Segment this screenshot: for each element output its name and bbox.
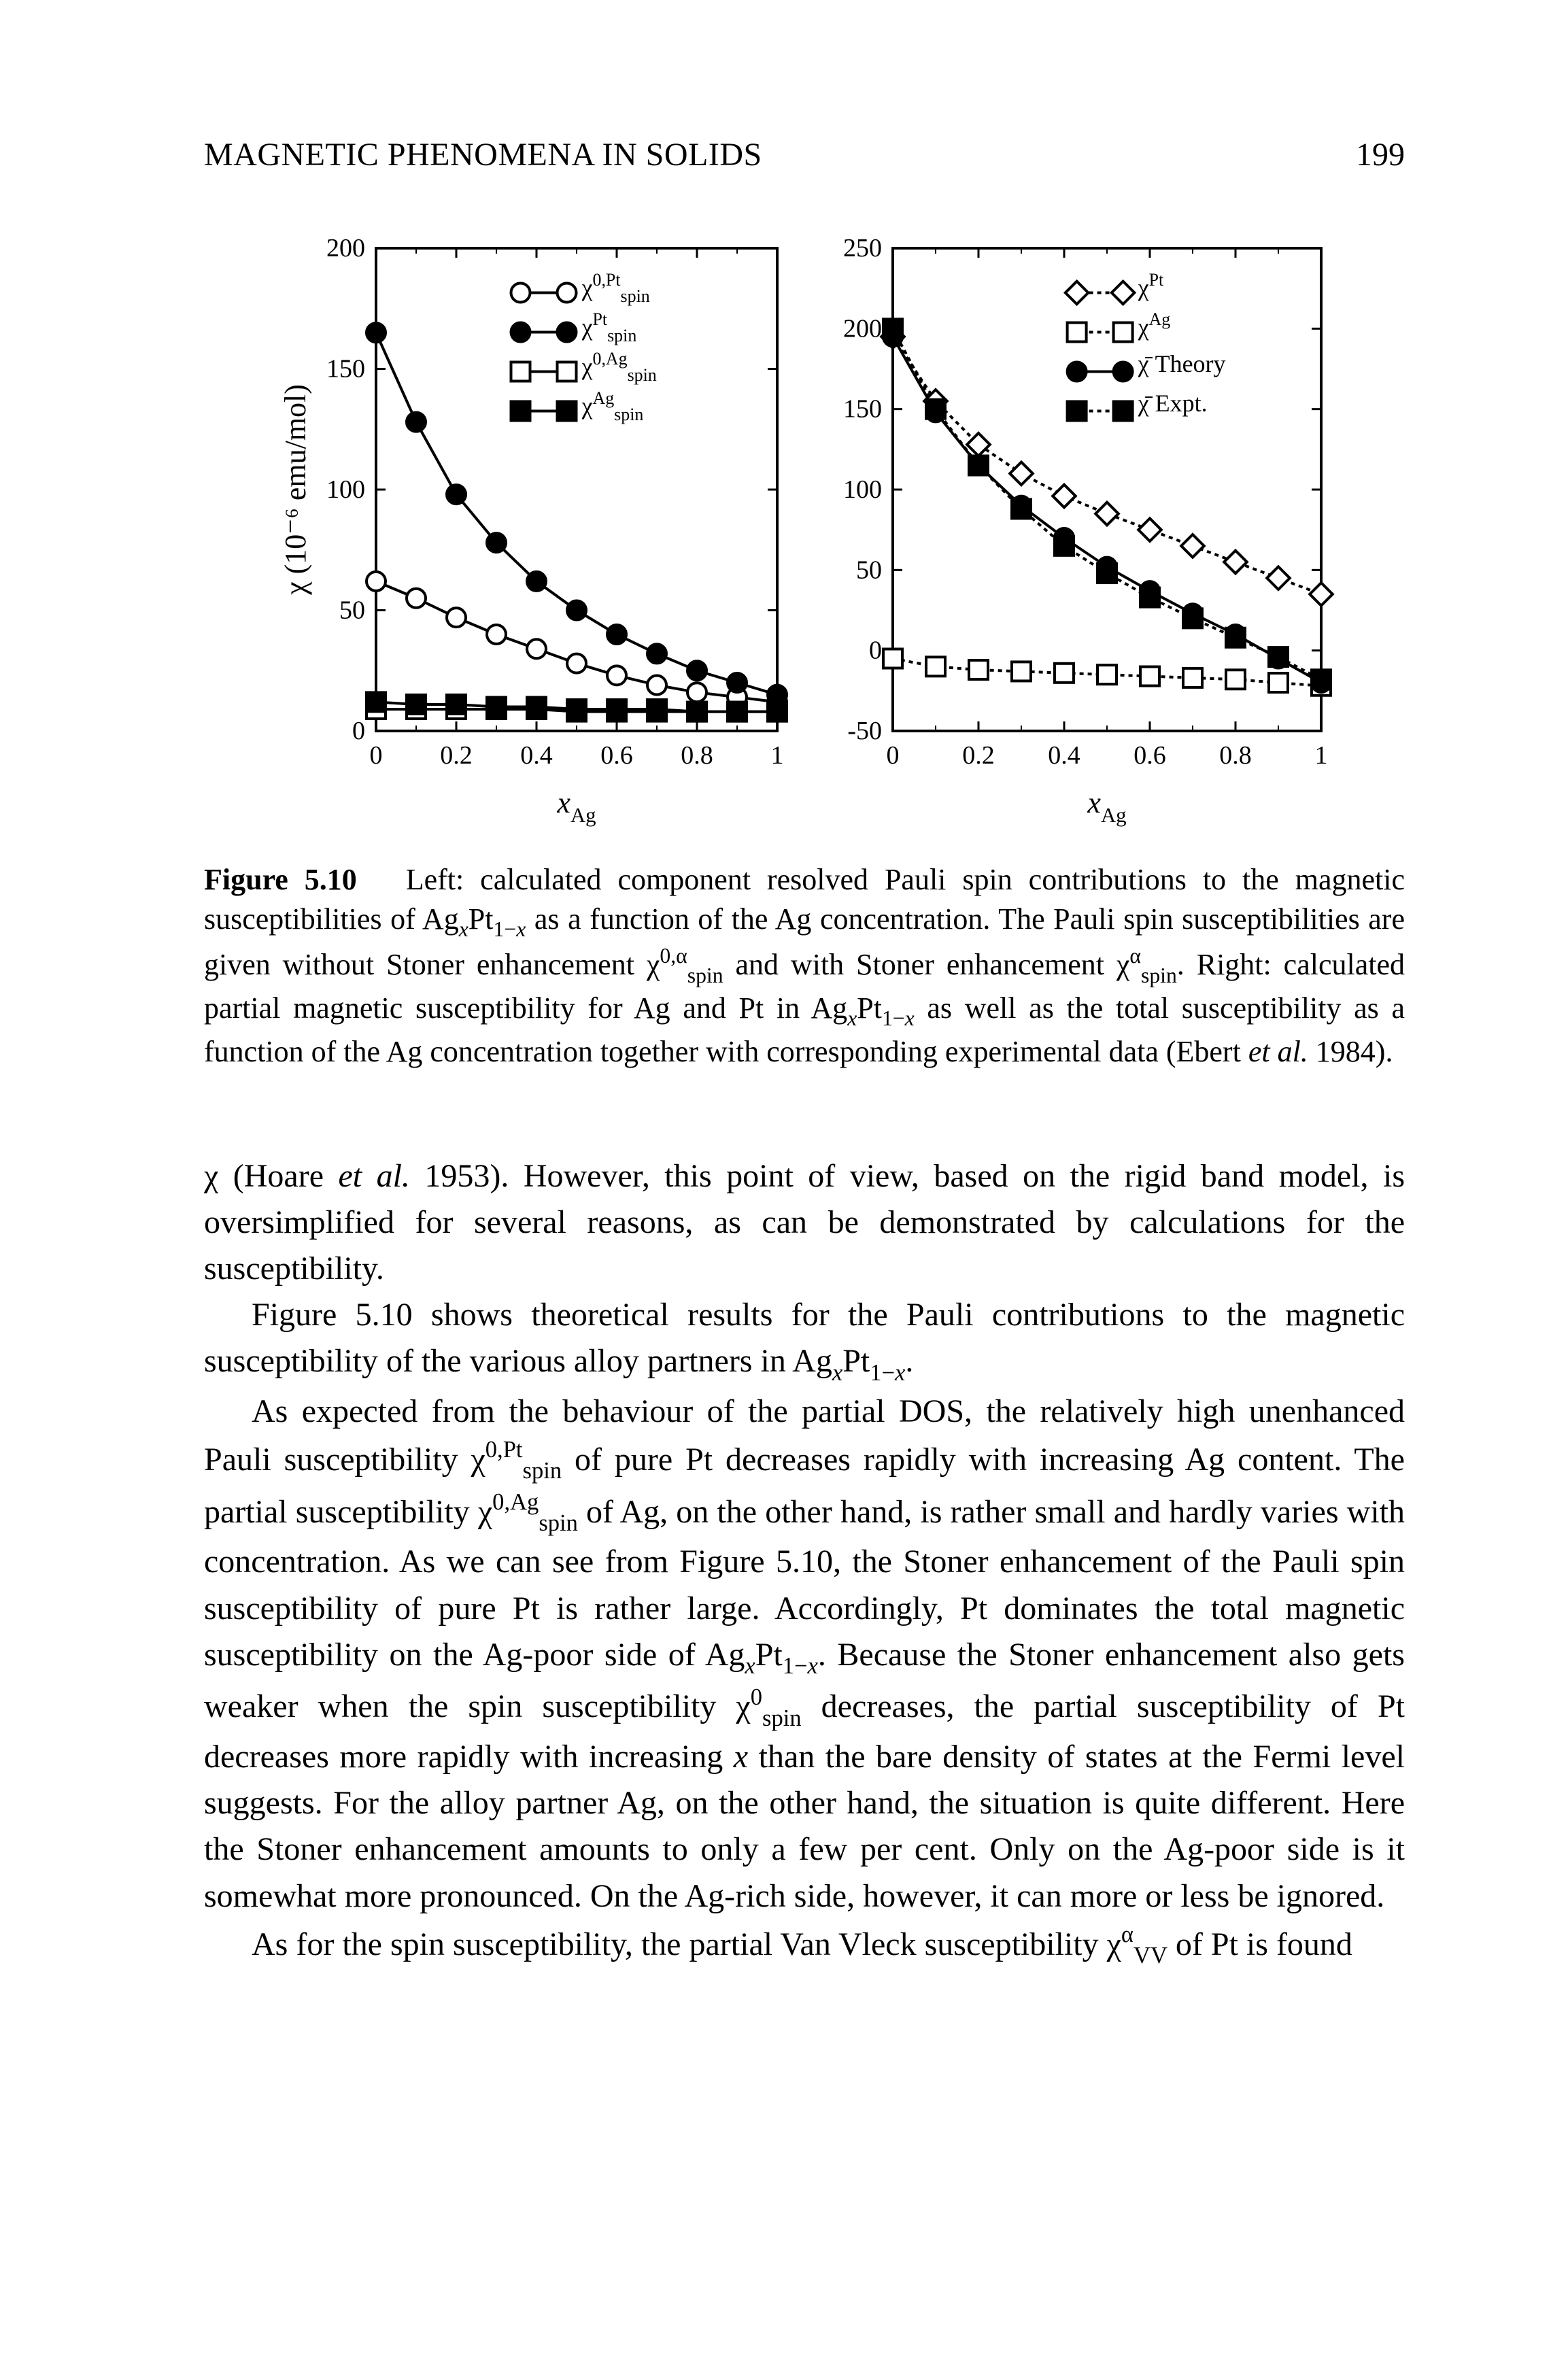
svg-text:0.2: 0.2 bbox=[962, 741, 995, 770]
left-chart: 0 0.2 0.4 0.6 0.8 1 0 50 100 150 200 χ (10⁻⁶ emu/mo… bbox=[274, 221, 791, 833]
svg-text:150: 150 bbox=[326, 355, 365, 384]
para-3: As expected from the behaviour of the pa… bbox=[204, 1388, 1405, 1920]
svg-text:0.8: 0.8 bbox=[1219, 741, 1252, 770]
svg-text:100: 100 bbox=[326, 475, 365, 504]
svg-text:0.4: 0.4 bbox=[1048, 741, 1080, 770]
svg-text:0.6: 0.6 bbox=[1134, 741, 1166, 770]
svg-text:200: 200 bbox=[843, 314, 882, 343]
body-text: χ (Hoare et al. 1953). However, this poi… bbox=[204, 1153, 1405, 1972]
svg-text:0.4: 0.4 bbox=[520, 741, 553, 770]
svg-text:50: 50 bbox=[856, 556, 882, 584]
svg-text:1: 1 bbox=[1315, 741, 1328, 770]
svg-text:xAg: xAg bbox=[1087, 786, 1126, 827]
svg-text:50: 50 bbox=[339, 596, 365, 625]
para-4: As for the spin susceptibility, the part… bbox=[204, 1920, 1405, 1972]
svg-text:0: 0 bbox=[869, 636, 882, 665]
svg-text:-50: -50 bbox=[847, 717, 882, 745]
figure-caption: Figure 5.10 Left: calculated component r… bbox=[204, 860, 1405, 1072]
figure-label: Figure 5.10 bbox=[204, 863, 357, 896]
figure-caption-text: Left: calculated component resolved Paul… bbox=[204, 863, 1405, 1068]
svg-text:0.2: 0.2 bbox=[440, 741, 473, 770]
svg-text:200: 200 bbox=[326, 234, 365, 262]
page-header-left: MAGNETIC PHENOMENA IN SOLIDS bbox=[204, 136, 762, 173]
para-2: Figure 5.10 shows theoretical results fo… bbox=[204, 1292, 1405, 1388]
svg-text:0: 0 bbox=[370, 741, 383, 770]
figure-5-10: 00.20.40.60.81050100150200χ (10⁻⁶ emu/mo… bbox=[204, 221, 1405, 833]
svg-text:χ (10⁻⁶ emu/mol): χ (10⁻⁶ emu/mol) bbox=[279, 384, 312, 596]
svg-text:xAg: xAg bbox=[556, 786, 596, 827]
svg-text:250: 250 bbox=[843, 234, 882, 262]
svg-text:0.8: 0.8 bbox=[681, 741, 713, 770]
svg-text:0: 0 bbox=[352, 717, 365, 745]
para-1: χ (Hoare et al. 1953). However, this poi… bbox=[204, 1153, 1405, 1292]
svg-text:150: 150 bbox=[843, 395, 882, 424]
svg-text:100: 100 bbox=[843, 475, 882, 504]
svg-text:1: 1 bbox=[771, 741, 784, 770]
svg-text:0: 0 bbox=[887, 741, 900, 770]
right-chart: 00.20.40.60.81-50050100150200250xAgχPtχA… bbox=[818, 221, 1335, 833]
svg-text:0.6: 0.6 bbox=[600, 741, 633, 770]
page-number: 199 bbox=[1356, 136, 1405, 173]
